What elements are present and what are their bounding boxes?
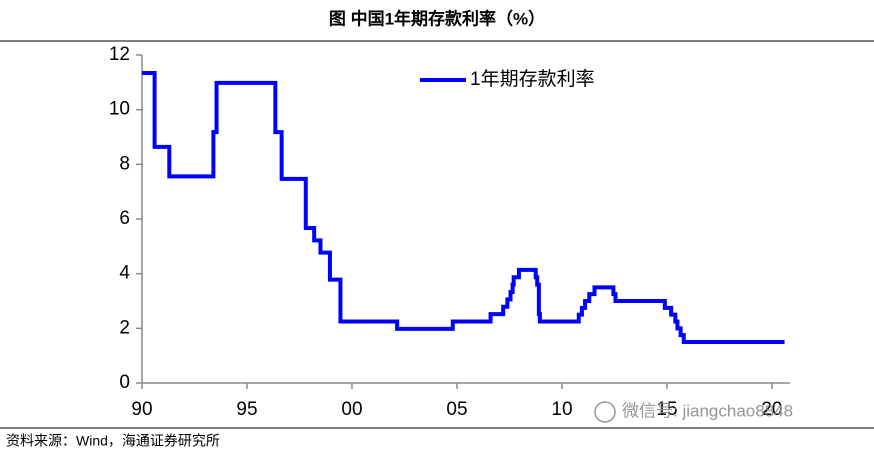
watermark: 微信号: jiangchao8848 [622, 401, 793, 420]
y-tick-label: 2 [119, 317, 130, 338]
y-tick-label: 12 [109, 44, 130, 65]
x-tick-label: 00 [341, 399, 362, 420]
y-tick-label: 8 [119, 153, 130, 174]
y-tick-label: 6 [119, 208, 130, 229]
y-tick-label: 4 [119, 263, 130, 284]
watermark-icon [594, 401, 616, 423]
x-tick-label: 20 [761, 399, 782, 420]
y-tick-label: 10 [109, 99, 130, 120]
x-tick-label: 05 [446, 399, 467, 420]
source-note: 资料来源：Wind，海通证券研究所 [6, 433, 220, 449]
y-tick-label: 0 [119, 372, 130, 393]
x-tick-label: 10 [551, 399, 572, 420]
legend-label: 1年期存款利率 [470, 68, 595, 90]
chart-title: 图 中国1年期存款利率（%） [329, 8, 545, 28]
data-line [142, 71, 785, 344]
x-tick-label: 90 [131, 399, 152, 420]
x-tick-label: 15 [656, 399, 677, 420]
x-tick-label: 95 [236, 399, 257, 420]
